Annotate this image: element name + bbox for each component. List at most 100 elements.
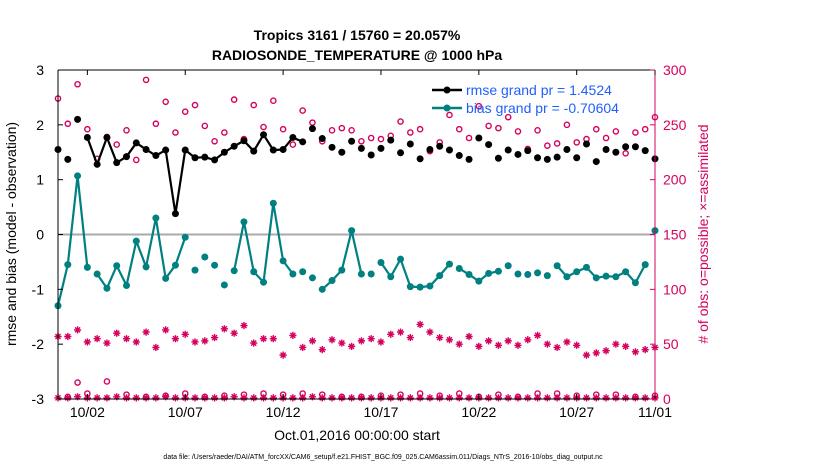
bias-point bbox=[563, 273, 571, 281]
y-left-tick-label: -3 bbox=[32, 391, 45, 407]
obs-possible-point bbox=[612, 128, 620, 135]
rmse-point bbox=[465, 155, 473, 163]
rmse-point bbox=[592, 158, 600, 166]
obs-assimilated-point bbox=[122, 394, 131, 402]
legend-rmse-marker bbox=[443, 86, 451, 94]
chart-title-line2: RADIOSONDE_TEMPERATURE @ 1000 hPa bbox=[212, 47, 503, 63]
bias-point bbox=[83, 263, 91, 271]
rmse-point bbox=[171, 210, 179, 218]
obs-assimilated-point bbox=[445, 336, 454, 344]
obs-possible-point bbox=[495, 124, 502, 132]
obs-assimilated-point bbox=[524, 336, 532, 344]
obs-assimilated-point bbox=[387, 330, 395, 338]
obs-assimilated-point bbox=[465, 394, 473, 402]
x-tick-label: 10/27 bbox=[559, 404, 594, 420]
obs-possible-point bbox=[299, 107, 306, 114]
x-tick-label: 10/17 bbox=[363, 404, 398, 420]
bias-point bbox=[573, 268, 581, 276]
rmse-point bbox=[260, 131, 268, 139]
obs-assimilated-point bbox=[455, 394, 463, 402]
obs-assimilated-point bbox=[514, 394, 522, 402]
obs-assimilated-point bbox=[455, 340, 463, 348]
obs-assimilated-point bbox=[514, 341, 522, 349]
x-tick-label: 10/02 bbox=[70, 404, 105, 420]
obs-assimilated-point bbox=[152, 394, 160, 402]
obs-assimilated-point bbox=[103, 394, 111, 402]
rmse-point bbox=[113, 159, 121, 167]
rmse-point bbox=[524, 147, 532, 155]
obs-assimilated-point bbox=[563, 394, 571, 402]
obs-assimilated-point bbox=[328, 394, 336, 402]
obs-assimilated-point bbox=[230, 393, 238, 401]
rmse-point bbox=[426, 146, 434, 154]
obs-assimilated-point bbox=[73, 326, 82, 334]
obs-assimilated-point bbox=[612, 340, 620, 348]
obs-assimilated-point bbox=[162, 393, 170, 401]
obs-possible-point bbox=[377, 135, 385, 143]
bias-point bbox=[504, 262, 512, 270]
obs-possible-point bbox=[230, 96, 238, 103]
obs-assimilated-point bbox=[367, 335, 375, 343]
obs-possible-point bbox=[338, 124, 346, 132]
rmse-point bbox=[445, 146, 453, 154]
obs-assimilated-point bbox=[308, 337, 317, 345]
rmse-point bbox=[74, 115, 82, 123]
obs-assimilated-point bbox=[220, 325, 228, 333]
series-layer bbox=[54, 76, 659, 402]
obs-assimilated-point bbox=[406, 333, 414, 342]
obs-possible-point bbox=[123, 127, 130, 134]
bias-point bbox=[230, 267, 238, 275]
rmse-point bbox=[142, 146, 150, 154]
obs-possible-point bbox=[641, 125, 649, 133]
obs-assimilated-point bbox=[475, 342, 483, 350]
obs-assimilated-point bbox=[171, 394, 180, 402]
obs-possible-point bbox=[211, 137, 218, 145]
bias-point bbox=[387, 273, 395, 281]
rmse-point bbox=[289, 133, 297, 141]
obs-possible-point bbox=[407, 129, 414, 136]
bias-point bbox=[377, 258, 385, 266]
bias-point bbox=[436, 272, 444, 280]
rmse-point bbox=[123, 153, 131, 161]
y-right-tick-label: 0 bbox=[663, 391, 671, 407]
obs-assimilated-point bbox=[132, 394, 140, 402]
obs-possible-point bbox=[74, 80, 81, 88]
obs-possible-point bbox=[181, 108, 189, 115]
obs-assimilated-point bbox=[631, 348, 640, 356]
y-right-tick-label: 200 bbox=[663, 172, 687, 188]
bias-point bbox=[426, 282, 434, 290]
obs-possible-point bbox=[592, 125, 600, 133]
rmse-point bbox=[240, 137, 248, 145]
bias-point bbox=[465, 271, 473, 279]
obs-assimilated-point bbox=[641, 346, 649, 354]
obs-possible-point bbox=[534, 127, 541, 134]
obs-possible-point bbox=[573, 139, 581, 146]
obs-possible-point bbox=[191, 101, 199, 109]
rmse-point bbox=[543, 155, 551, 163]
obs-assimilated-point bbox=[553, 343, 561, 352]
obs-assimilated-point bbox=[582, 351, 591, 359]
rmse-point bbox=[328, 143, 336, 151]
data-file-footnote: data file: /Users/raeder/DAI/ATM_forcXX/… bbox=[163, 454, 603, 461]
bias-point bbox=[416, 283, 424, 291]
obs-assimilated-point bbox=[132, 338, 140, 346]
obs-assimilated-point bbox=[592, 394, 600, 402]
obs-possible-point bbox=[416, 125, 424, 133]
legend-bias-label: bias grand pr = -0.70604 bbox=[466, 100, 619, 116]
bias-point bbox=[612, 273, 620, 281]
bias-point bbox=[348, 227, 356, 235]
obs-possible-point bbox=[514, 128, 522, 135]
rmse-point bbox=[83, 133, 91, 141]
rmse-point bbox=[269, 146, 277, 154]
rmse-point bbox=[152, 152, 160, 160]
obs-possible-point bbox=[475, 102, 483, 110]
obs-assimilated-point bbox=[181, 330, 189, 338]
obs-possible-point bbox=[250, 101, 258, 109]
obs-assimilated-point bbox=[201, 394, 209, 402]
obs-possible-point bbox=[162, 98, 169, 106]
obs-assimilated-point bbox=[191, 338, 199, 346]
rmse-point bbox=[348, 137, 356, 145]
obs-assimilated-point bbox=[162, 326, 170, 334]
rmse-point bbox=[318, 135, 326, 143]
obs-possible-point bbox=[553, 140, 561, 147]
